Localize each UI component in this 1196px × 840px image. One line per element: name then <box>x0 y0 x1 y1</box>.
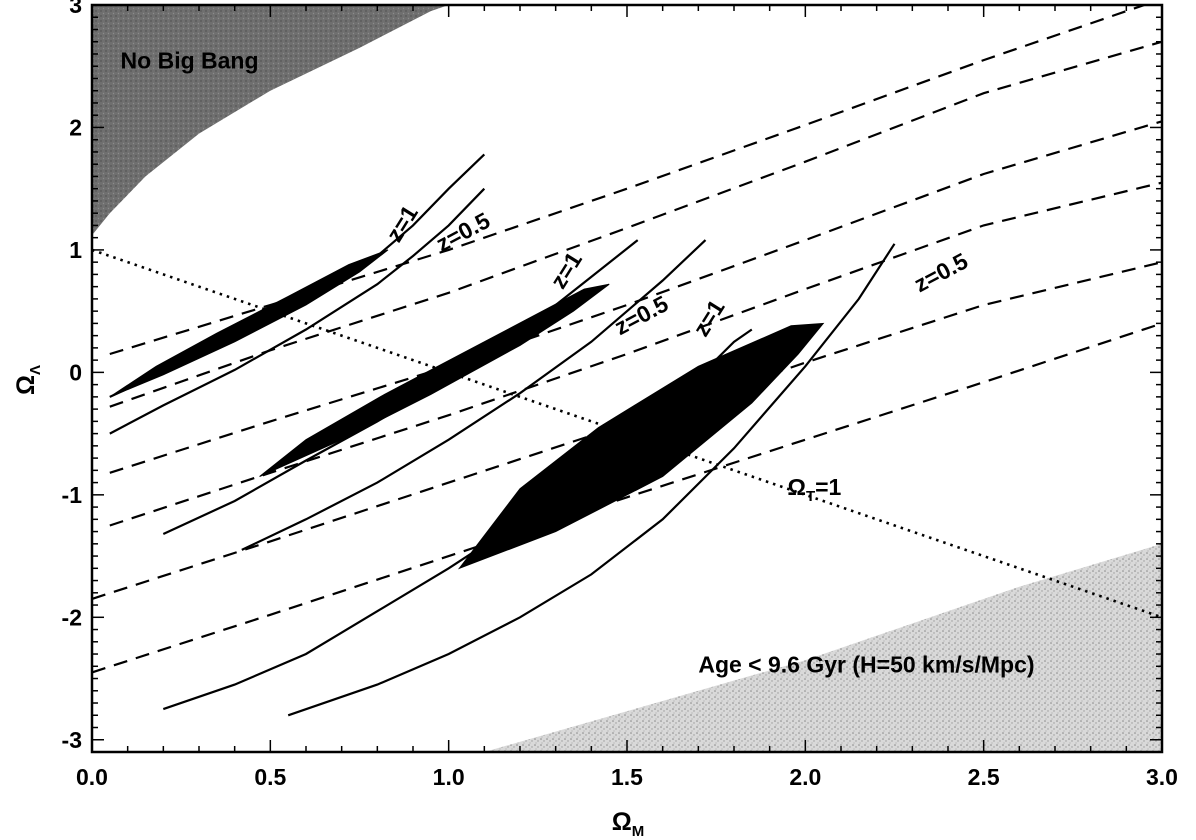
dashed-curve-6 <box>109 5 1145 356</box>
confidence-region-low <box>109 249 389 398</box>
y-tick-label: -2 <box>62 604 82 630</box>
y-axis-label: ΩΛ <box>12 365 44 395</box>
x-tick-label: 2.0 <box>789 764 821 790</box>
dashed-curve-9 <box>109 181 1162 527</box>
x-tick-label: 3.0 <box>1146 764 1178 790</box>
solid-curve-0 <box>109 153 486 398</box>
no-big-bang-label: No Big Bang <box>121 48 259 74</box>
no-big-bang-region <box>92 5 449 236</box>
curves <box>92 5 1162 717</box>
x-tick-label: 1.5 <box>611 764 643 790</box>
axis-ticks: 0.0 0.5 1.0 1.5 2.0 2.5 3.0 3 2 1 0 -1 -2 -3 <box>62 0 1178 790</box>
dashed-curve-8 <box>109 120 1162 474</box>
y-tick-label: 2 <box>69 114 82 140</box>
solid-curve-3 <box>241 239 707 551</box>
x-axis-label: ΩM <box>612 808 645 840</box>
x-tick-label: 0.5 <box>254 764 286 790</box>
solid-curve-1 <box>109 187 486 435</box>
x-tick-label: 1.0 <box>433 764 465 790</box>
curve-label-0: z=1 <box>381 200 423 246</box>
dashed-curve-11 <box>92 322 1162 674</box>
shaded-regions: No Big Bang Age < 9.6 Gyr (H=50 km/s/Mpc) <box>92 5 1162 752</box>
x-tick-label: 0.0 <box>76 764 108 790</box>
y-tick-label: 1 <box>69 237 82 263</box>
omega-total-label: ΩT=1 <box>788 474 842 505</box>
dotted-curve-12 <box>92 248 1162 619</box>
curve-label-4: z=1 <box>688 295 730 341</box>
dashed-curve-7 <box>109 40 1162 408</box>
curve-label-5: z=0.5 <box>910 247 973 297</box>
y-tick-label: -1 <box>62 482 83 508</box>
solid-curve-2 <box>162 239 639 535</box>
x-tick-label: 2.5 <box>968 764 1000 790</box>
y-tick-label: -3 <box>62 727 82 753</box>
y-tick-label: 3 <box>69 0 82 18</box>
age-limit-region <box>484 543 1162 752</box>
solid-curve-4 <box>162 328 753 711</box>
age-limit-label: Age < 9.6 Gyr (H=50 km/s/Mpc) <box>698 651 1034 677</box>
solid-curve-5 <box>287 243 896 717</box>
y-tick-label: 0 <box>69 359 82 385</box>
confidence-region-high <box>457 322 825 570</box>
dashed-curve-10 <box>92 261 1162 600</box>
curve-label-1: z=0.5 <box>432 207 495 257</box>
